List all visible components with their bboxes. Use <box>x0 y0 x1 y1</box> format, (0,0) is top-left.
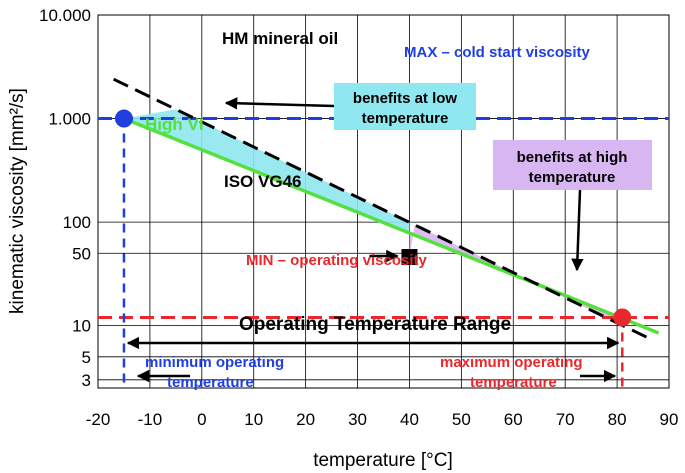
x-tick-label: 60 <box>504 410 523 429</box>
annotation-boxes <box>334 83 652 190</box>
benefits-low-box <box>334 83 476 130</box>
benefits-high-arrow <box>571 189 584 272</box>
high-vi-label: High VI <box>145 115 204 134</box>
hm-mineral-oil-line <box>112 77 655 342</box>
x-axis-title: temperature [°C] <box>313 450 453 471</box>
x-tick-label: 50 <box>452 410 471 429</box>
points <box>114 109 632 327</box>
tick-labels: -20 -10 0 10 20 30 40 50 60 70 80 90 3 5 10 50 100 1.000 1… <box>39 6 678 429</box>
x-tick-label: 40 <box>400 410 419 429</box>
operating-max-point <box>613 308 632 327</box>
x-tick-label: -10 <box>138 410 163 429</box>
x-tick-label: -20 <box>86 410 111 429</box>
y-axis-title: kinematic viscosity [mm²/s] <box>7 88 28 314</box>
x-tick-label: 20 <box>296 410 315 429</box>
x-tick-label: 90 <box>660 410 679 429</box>
iso-vg46-point <box>401 249 418 266</box>
max-temp-line2: temperature <box>470 374 557 391</box>
arrows <box>126 97 620 383</box>
x-tick-label: 0 <box>197 410 206 429</box>
range-title: Operating Temperature Range <box>239 314 511 335</box>
cold-start-point <box>114 109 133 128</box>
x-tick-label: 70 <box>556 410 575 429</box>
min-line-label: MIN – operating viscosity <box>246 252 428 269</box>
benefits-high-box <box>493 140 652 190</box>
y-tick-label: 5 <box>82 348 91 367</box>
y-tick-label: 10 <box>72 317 91 336</box>
x-tick-label: 10 <box>244 410 263 429</box>
series-lines <box>112 77 660 342</box>
y-tick-label: 3 <box>82 371 91 390</box>
y-tick-label: 50 <box>72 244 91 263</box>
max-temp-line1: maximum operating <box>440 354 583 371</box>
y-tick-label: 1.000 <box>48 110 91 129</box>
hm-oil-label: HM mineral oil <box>222 29 338 48</box>
max-line-label: MAX – cold start viscosity <box>404 44 591 61</box>
benefits-low-line1: benefits at low <box>353 90 458 107</box>
benefits-high-line2: temperature <box>529 169 616 186</box>
min-temp-line1: minimum operating <box>145 354 284 371</box>
high-vi-line <box>123 116 660 335</box>
min-temp-line2: temperature <box>167 374 254 391</box>
benefits-high-line1: benefits at high <box>517 149 628 166</box>
x-tick-label: 80 <box>608 410 627 429</box>
benefits-low-line2: temperature <box>362 110 449 127</box>
benefits-low-arrow <box>224 97 335 110</box>
plot-frame <box>97 14 670 389</box>
y-tick-label: 100 <box>63 213 91 232</box>
y-tick-label: 10.000 <box>39 6 91 25</box>
iso-vg46-label: ISO VG46 <box>224 172 301 191</box>
x-tick-label: 30 <box>348 410 367 429</box>
